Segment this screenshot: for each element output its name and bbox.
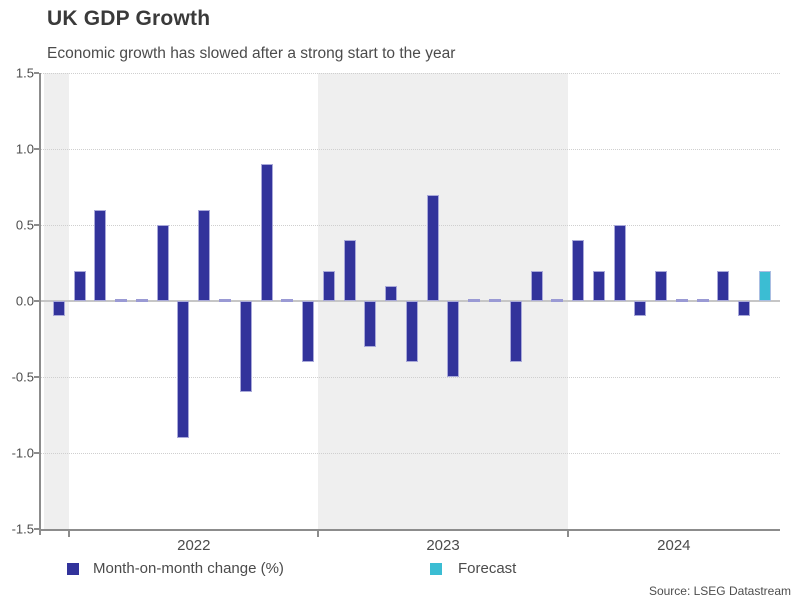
- bar-feb-2022: [94, 209, 107, 301]
- bar-apr-2024: [634, 301, 647, 317]
- bar-jan-2024: [572, 240, 585, 301]
- plot-area: 1.5 1.0 0.5 0.0 -0.5 -1.0 -1.5 2022 2023 2024: [12, 66, 780, 554]
- bar-jan-2023: [322, 270, 335, 301]
- gridline--1.0: [41, 453, 780, 454]
- chart-title: UK GDP Growth: [47, 7, 211, 30]
- bar-oct-2022: [260, 164, 273, 301]
- bar-nov-2022: [281, 299, 294, 302]
- y-tick-label--1.5: -1.5: [11, 521, 34, 537]
- bar-dec-2022: [302, 301, 315, 362]
- x-year-label-2024: 2024: [657, 537, 691, 554]
- x-axis-line: [39, 529, 780, 531]
- y-tick-label--0.5: -0.5: [11, 369, 34, 385]
- x-year-label-2023: 2023: [426, 537, 460, 554]
- bar-sep-2022: [239, 301, 252, 393]
- bar-aug-2023: [468, 299, 481, 302]
- bar-mar-2022: [115, 299, 128, 302]
- bar-jun-2024: [675, 299, 688, 302]
- bar-oct-2023: [509, 301, 522, 362]
- bar-mar-2024: [613, 225, 626, 301]
- y-tick-label-0.0: 0.0: [15, 293, 34, 309]
- bar-mar-2023: [364, 301, 377, 347]
- y-axis-tick-0.5: [34, 224, 39, 226]
- bar-nov-2023: [530, 270, 543, 301]
- bar-apr-2023: [385, 285, 398, 301]
- bar-jul-2024: [696, 299, 709, 302]
- y-tick-label-0.5: 0.5: [15, 217, 34, 233]
- bar-sep-2024: [738, 301, 751, 317]
- gridline--0.5: [41, 377, 780, 378]
- legend-swatch-forecast-icon: [430, 562, 442, 575]
- x-axis-tick-2023: [317, 531, 320, 537]
- gridline-1.0: [41, 149, 780, 150]
- y-tick-label-1.5: 1.5: [15, 65, 34, 81]
- legend-swatch-mom-icon: [67, 562, 79, 575]
- x-axis-tick-2022: [68, 531, 71, 537]
- bar-feb-2023: [343, 240, 356, 301]
- gridline-0.5: [41, 225, 780, 226]
- bar-aug-2024: [717, 270, 730, 301]
- x-year-label-2022: 2022: [177, 537, 211, 554]
- y-tick-label-1.0: 1.0: [15, 141, 34, 157]
- y-axis-tick-0.0: [34, 300, 39, 302]
- bar-dec-2021: [52, 301, 65, 317]
- legend-label-mom: Month-on-month change (%): [93, 560, 284, 577]
- y-axis-tick-1.5: [34, 72, 39, 74]
- bar-apr-2022: [135, 299, 148, 302]
- bar-feb-2024: [592, 270, 605, 301]
- y-axis-tick-1.0: [34, 148, 39, 150]
- y-tick-label--1.0: -1.0: [11, 445, 34, 461]
- bar-may-2023: [405, 301, 418, 362]
- bar-may-2022: [156, 225, 169, 301]
- bar-oct-2024-forecast: [758, 270, 771, 301]
- y-axis-tick--1.0: [34, 452, 39, 454]
- gridline-1.5: [41, 73, 780, 74]
- bar-aug-2022: [218, 299, 231, 302]
- chart-subtitle: Economic growth has slowed after a stron…: [47, 45, 456, 62]
- legend-item-forecast: Forecast: [430, 560, 516, 577]
- bar-jan-2022: [73, 270, 86, 301]
- x-axis-tick-2024: [566, 531, 569, 537]
- bar-jul-2022: [198, 209, 211, 301]
- y-axis-tick--1.5: [34, 528, 39, 530]
- bar-may-2024: [655, 270, 668, 301]
- bar-jun-2023: [426, 194, 439, 301]
- bar-sep-2023: [488, 299, 501, 302]
- legend-label-forecast: Forecast: [458, 560, 517, 577]
- y-axis-tick--0.5: [34, 376, 39, 378]
- bar-jun-2022: [177, 301, 190, 438]
- y-axis-line: [39, 73, 41, 535]
- bar-jul-2023: [447, 301, 460, 377]
- legend-item-mom: Month-on-month change (%): [67, 560, 284, 577]
- bar-dec-2023: [551, 299, 564, 302]
- source-credit: Source: LSEG Datastream: [648, 584, 791, 598]
